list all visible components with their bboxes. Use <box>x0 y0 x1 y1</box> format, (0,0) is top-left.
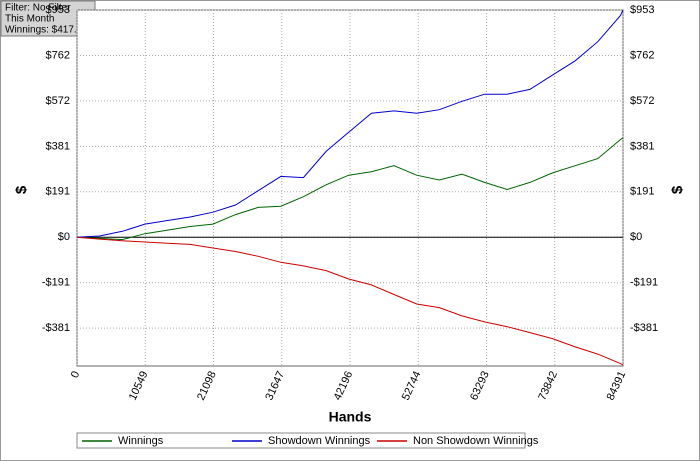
legend-label: Showdown Winnings <box>268 435 371 447</box>
info-line: Winnings: $417.20 <box>5 25 88 36</box>
y2-tick-label: $572 <box>630 95 654 107</box>
y2-tick-label: -$191 <box>630 277 658 289</box>
y2-tick-label: $953 <box>630 4 654 16</box>
y-tick-label: $572 <box>46 95 70 107</box>
info-box: Filter: No Filter This Month Winnings: $… <box>0 0 96 37</box>
y-tick-label: $953 <box>46 4 70 16</box>
y2-tick-label: $0 <box>630 231 642 243</box>
y-tick-label: $0 <box>58 231 70 243</box>
legend-box <box>76 432 526 449</box>
legend-label: Winnings <box>118 435 164 447</box>
y2-tick-label: $381 <box>630 140 654 152</box>
y-axis-title: $ <box>13 185 30 194</box>
y-tick-label: -$191 <box>42 277 70 289</box>
y2-tick-label: -$381 <box>630 322 658 334</box>
y-tick-label: -$381 <box>42 322 70 334</box>
series-line <box>76 9 624 238</box>
y-tick-label: $762 <box>46 49 70 61</box>
y2-axis-title: $ <box>669 185 686 194</box>
y2-tick-label: $191 <box>630 186 654 198</box>
y-tick-label: $191 <box>46 186 70 198</box>
x-tick-label: 0 <box>69 369 82 380</box>
y2-tick-label: $762 <box>630 49 654 61</box>
series-line <box>76 137 624 241</box>
legend-label: Non Showdown Winnings <box>413 435 539 447</box>
info-line: This Month <box>5 14 54 25</box>
info-line: Filter: No Filter <box>5 3 71 14</box>
y-tick-label: $381 <box>46 140 70 152</box>
legend: Winnings Showdown Winnings Non Showdown Wi… <box>76 432 539 449</box>
series-line <box>76 236 624 366</box>
x-axis-title: Hands <box>329 409 372 425</box>
